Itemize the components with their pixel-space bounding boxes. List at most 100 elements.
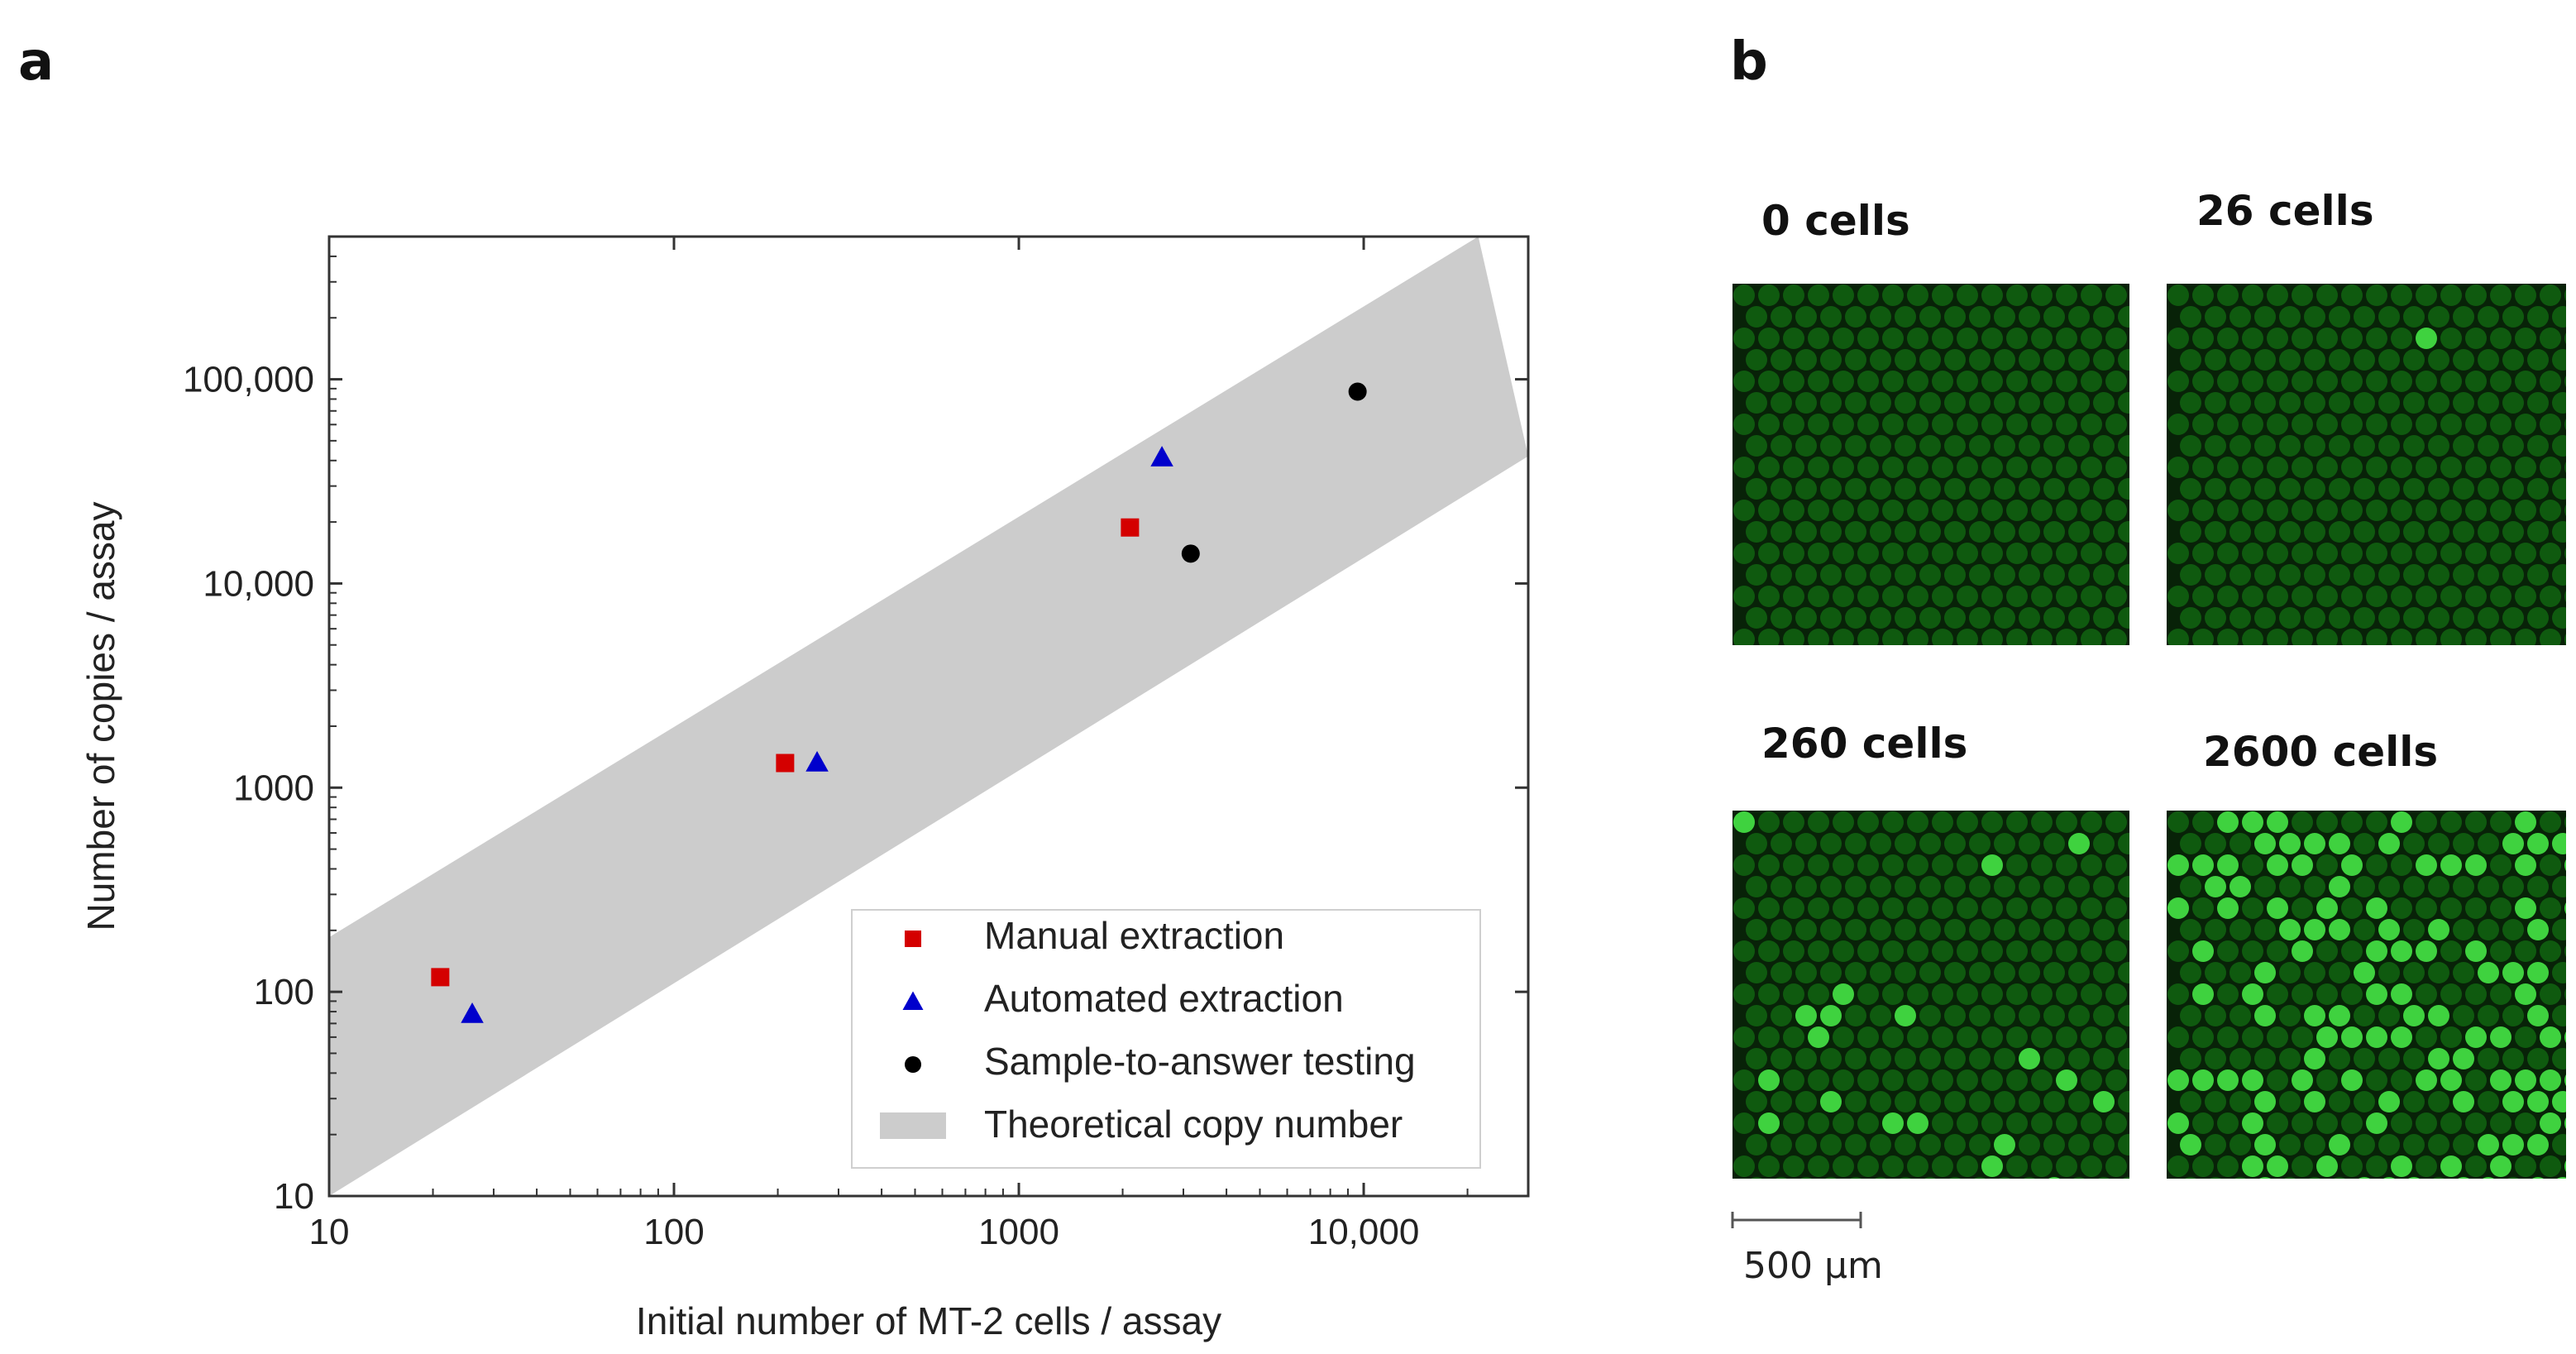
droplet-negative — [1758, 371, 1780, 392]
droplet-negative — [2180, 392, 2201, 414]
droplet-negative — [2552, 876, 2566, 897]
droplet-negative — [2242, 1026, 2263, 1048]
droplet-negative — [2081, 414, 2102, 435]
droplet-negative — [2006, 500, 2028, 521]
panel-label-b: b — [1730, 31, 1768, 93]
droplet-negative — [2378, 349, 2400, 371]
droplet-negative — [2540, 457, 2561, 478]
y-tick-label: 1000 — [233, 768, 314, 808]
droplet-negative — [2192, 543, 2214, 564]
droplet-negative — [2316, 414, 2338, 435]
droplet-negative — [1795, 607, 1817, 629]
droplet-positive — [2192, 1069, 2214, 1091]
droplet-negative — [1895, 521, 1916, 543]
droplet-negative — [2279, 349, 2301, 371]
droplet-negative — [1758, 285, 1780, 306]
droplet-negative — [1758, 629, 1780, 645]
droplet-negative — [2292, 586, 2313, 607]
droplet-negative — [2292, 500, 2313, 521]
droplet-negative — [1870, 1005, 1891, 1026]
droplet-positive — [2304, 1005, 2325, 1026]
droplet-negative — [1969, 833, 1991, 854]
droplet-positive — [2217, 1069, 2239, 1091]
droplet-positive — [2267, 1155, 2288, 1177]
droplet-negative — [2230, 1005, 2251, 1026]
droplet-negative — [2478, 349, 2499, 371]
droplet-negative — [1932, 854, 1953, 876]
droplet-negative — [1808, 586, 1829, 607]
droplet-negative — [2167, 811, 2189, 833]
droplet-negative — [2267, 371, 2288, 392]
droplet-positive — [2540, 1112, 2561, 1134]
droplet-negative — [1746, 306, 1767, 328]
droplet-negative — [2416, 285, 2437, 306]
droplet-negative — [1857, 500, 1879, 521]
droplet-negative — [1746, 478, 1767, 500]
droplet-negative — [2490, 897, 2511, 919]
droplet-negative — [2118, 306, 2129, 328]
droplet-negative — [1795, 833, 1817, 854]
droplet-negative — [1932, 457, 1953, 478]
droplet-negative — [1733, 629, 1755, 645]
droplet-negative — [2453, 349, 2474, 371]
droplet-positive — [2391, 940, 2412, 962]
droplet-negative — [1957, 285, 1978, 306]
droplet-negative — [2502, 1048, 2524, 1069]
droplet-negative — [1999, 1177, 2010, 1179]
droplet-negative — [1758, 940, 1780, 962]
droplet-negative — [1957, 1155, 1978, 1177]
droplet-negative — [1981, 328, 2003, 349]
droplet-negative — [2006, 457, 2028, 478]
droplet-negative — [1870, 306, 1891, 328]
droplet-positive — [2502, 962, 2524, 983]
droplet-negative — [2019, 392, 2040, 414]
droplet-negative — [2167, 586, 2189, 607]
droplet-negative — [2279, 564, 2301, 586]
droplet-negative — [1833, 457, 1854, 478]
droplet-negative — [2391, 1069, 2412, 1091]
droplet-negative — [1758, 854, 1780, 876]
droplet-negative — [2081, 854, 2102, 876]
droplet-negative — [1969, 1134, 1991, 1155]
droplet-negative — [2478, 306, 2499, 328]
droplet-negative — [2316, 543, 2338, 564]
droplet-negative — [1808, 414, 1829, 435]
droplet-negative — [2502, 564, 2524, 586]
droplet-negative — [1882, 371, 1904, 392]
droplet-negative — [2217, 586, 2239, 607]
droplet-negative — [2192, 629, 2214, 645]
droplet-negative — [2167, 543, 2189, 564]
droplet-negative — [2316, 500, 2338, 521]
droplet-negative — [1771, 1091, 1792, 1112]
droplet-negative — [1795, 349, 1817, 371]
droplet-negative — [2019, 435, 2040, 457]
droplet-negative — [1746, 349, 1767, 371]
droplet-negative — [2192, 897, 2214, 919]
droplet-negative — [2043, 919, 2065, 940]
droplet-negative — [2056, 983, 2077, 1005]
droplet-negative — [2242, 500, 2263, 521]
droplet-positive — [2359, 1177, 2370, 1179]
droplet-negative — [2428, 564, 2449, 586]
droplet-negative — [2254, 349, 2276, 371]
droplet-negative — [1783, 940, 1804, 962]
droplet-negative — [2006, 854, 2028, 876]
legend-marker-triangle — [902, 991, 924, 1010]
droplet-negative — [1870, 1134, 1891, 1155]
droplet-negative — [1808, 1155, 1829, 1177]
droplet-negative — [2366, 543, 2387, 564]
droplet-negative — [2105, 629, 2127, 645]
droplet-negative — [2490, 328, 2511, 349]
droplet-negative — [2267, 629, 2288, 645]
droplet-negative — [1758, 586, 1780, 607]
droplet-negative — [2316, 1112, 2338, 1134]
droplet-negative — [2552, 349, 2566, 371]
droplet-positive — [2242, 1069, 2263, 1091]
droplet-negative — [2527, 1048, 2549, 1069]
droplet-negative — [2552, 607, 2566, 629]
droplet-negative — [2123, 1177, 2129, 1179]
droplet-negative — [2366, 414, 2387, 435]
droplet-negative — [2391, 1112, 2412, 1134]
droplet-negative — [1746, 1134, 1767, 1155]
droplet-negative — [2329, 521, 2350, 543]
